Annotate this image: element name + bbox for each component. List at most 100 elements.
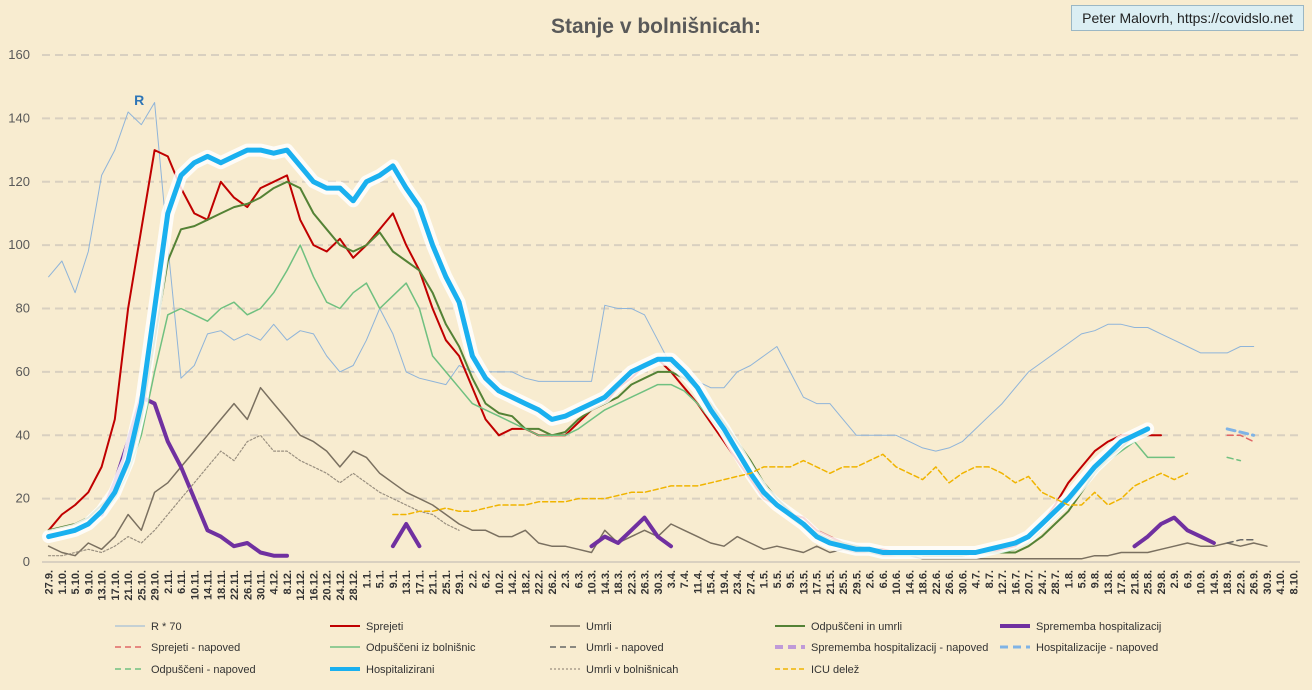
x-tick-label: 30.11. — [255, 570, 267, 600]
series-line-5 — [1226, 434, 1255, 443]
x-tick-label: 25.10. — [136, 570, 148, 601]
x-tick-label: 28.12. — [348, 570, 360, 601]
y-axis-ticks: 0 20 40 60 80 100 120 140 160 — [8, 47, 30, 569]
x-tick-label: 9.8. — [1090, 570, 1102, 588]
x-tick-label: 6.2. — [481, 570, 493, 588]
legend-label: Umrli v bolnišnicah — [586, 664, 678, 676]
x-tick-label: 6.11. — [176, 570, 188, 594]
x-tick-label: 14.11. — [203, 570, 215, 600]
x-tick-label: 9.1. — [388, 570, 400, 588]
x-tick-label: 16.7. — [1010, 570, 1022, 594]
x-tick-label: 25.5. — [838, 570, 850, 594]
x-tick-label: 29.8. — [1156, 570, 1168, 594]
x-tick-label: 25.8. — [1143, 570, 1155, 594]
x-tick-label: 7.4. — [679, 570, 691, 588]
x-tick-label: 21.8. — [1129, 570, 1141, 594]
x-tick-label: 22.2. — [534, 570, 546, 594]
x-tick-label: 6.9. — [1182, 570, 1194, 588]
legend-label: Odpuščeni iz bolnišnic — [366, 642, 476, 654]
x-tick-label: 20.7. — [1024, 570, 1036, 594]
series-glow — [42, 143, 1155, 559]
x-tick-label: 17.5. — [812, 570, 824, 594]
x-tick-label: 25.1. — [441, 570, 453, 594]
series-line-12 — [48, 434, 460, 557]
x-axis-ticks: 27.9. 1.10. 5.10. 9.10. 13.10. 17.10. 21.10. 25… — [44, 570, 1301, 601]
legend-label: Hospitalizacije - napoved — [1036, 642, 1158, 654]
x-tick-label: 2.6. — [865, 570, 877, 588]
x-tick-label: 18.2. — [520, 570, 532, 594]
x-tick-label: 5.8. — [1077, 570, 1089, 588]
x-tick-label: 8.12. — [282, 570, 294, 594]
x-tick-label: 14.2. — [507, 570, 519, 594]
x-tick-label: 1.1. — [361, 570, 373, 588]
y-tick-label: 80 — [16, 301, 30, 316]
legend-label: Hospitalizirani — [366, 664, 434, 676]
x-tick-label: 22.6. — [931, 570, 943, 594]
x-tick-label: 14.9. — [1209, 570, 1221, 594]
x-tick-label: 5.10. — [70, 570, 82, 594]
series-line-4 — [390, 522, 422, 549]
x-tick-label: 26.9. — [1249, 570, 1261, 594]
series-line-4 — [589, 515, 673, 549]
x-tick-label: 1.10. — [57, 570, 69, 594]
x-tick-label: 29.1. — [454, 570, 466, 594]
y-tick-label: 140 — [8, 110, 30, 125]
x-tick-label: 1.8. — [1063, 570, 1075, 588]
legend-label: Umrli - napoved — [586, 642, 664, 654]
x-tick-label: 26.6. — [944, 570, 956, 594]
x-tick-label: 26.2. — [547, 570, 559, 594]
x-tick-label: 20.12. — [322, 570, 334, 601]
x-tick-label: 21.5. — [825, 570, 837, 594]
x-tick-label: 27.4. — [745, 570, 757, 594]
x-tick-label: 29.5. — [851, 570, 863, 594]
x-tick-label: 30.3. — [653, 570, 665, 594]
x-tick-label: 12.12. — [295, 570, 307, 601]
x-tick-label: 19.4. — [719, 570, 731, 594]
x-tick-label: 18.11. — [216, 570, 228, 600]
legend-label: Sprejeti — [366, 621, 403, 633]
x-tick-label: 2.11. — [163, 570, 175, 594]
x-tick-label: 1.5. — [759, 570, 771, 588]
series-line-7 — [1226, 539, 1255, 544]
legend-label: ICU delež — [811, 664, 859, 676]
x-tick-label: 15.4. — [706, 570, 718, 594]
y-tick-label: 0 — [23, 554, 30, 569]
x-tick-label: 21.10. — [123, 570, 135, 601]
x-tick-label: 12.7. — [997, 570, 1009, 594]
legend-label: Odpuščeni in umrli — [811, 621, 902, 633]
x-tick-label: 26.3. — [640, 570, 652, 594]
credit-label: Peter Malovrh, https://covidslo.net — [1071, 5, 1304, 31]
x-tick-label: 11.4. — [692, 570, 704, 594]
series-line-13 — [392, 453, 1189, 516]
series-line-4 — [1132, 515, 1216, 549]
x-tick-label: 10.6. — [891, 570, 903, 594]
x-tick-label: 4.7. — [971, 570, 983, 588]
y-tick-label: 120 — [8, 174, 30, 189]
x-tick-label: 23.4. — [732, 570, 744, 594]
series-lines — [42, 102, 1268, 560]
series-line-10 — [1226, 456, 1242, 462]
x-tick-label: 22.11. — [229, 570, 241, 600]
x-tick-label: 22.9. — [1235, 570, 1247, 594]
x-tick-label: 26.11. — [242, 570, 254, 600]
x-tick-label: 24.7. — [1037, 570, 1049, 594]
legend-label: Umrli — [586, 621, 612, 633]
x-tick-label: 9.5. — [785, 570, 797, 588]
x-tick-label: 13.1. — [401, 570, 413, 594]
x-tick-label: 2.9. — [1169, 570, 1181, 588]
y-tick-label: 100 — [8, 237, 30, 252]
x-tick-label: 10.2. — [494, 570, 506, 594]
x-tick-label: 3.4. — [666, 570, 678, 588]
x-tick-label: 2.3. — [560, 570, 572, 588]
legend: R * 70 Sprejeti Umrli Odpuščeni in umrli Spr… — [115, 621, 1161, 676]
x-tick-label: 30.6. — [957, 570, 969, 594]
x-tick-label: 18.6. — [918, 570, 930, 594]
x-tick-label: 28.7. — [1050, 570, 1062, 594]
annotations: R — [134, 92, 144, 108]
x-tick-label: 6.6. — [878, 570, 890, 588]
series-line-11 — [46, 147, 1151, 555]
x-tick-label: 5.5. — [772, 570, 784, 588]
series-line-4 — [99, 395, 289, 558]
